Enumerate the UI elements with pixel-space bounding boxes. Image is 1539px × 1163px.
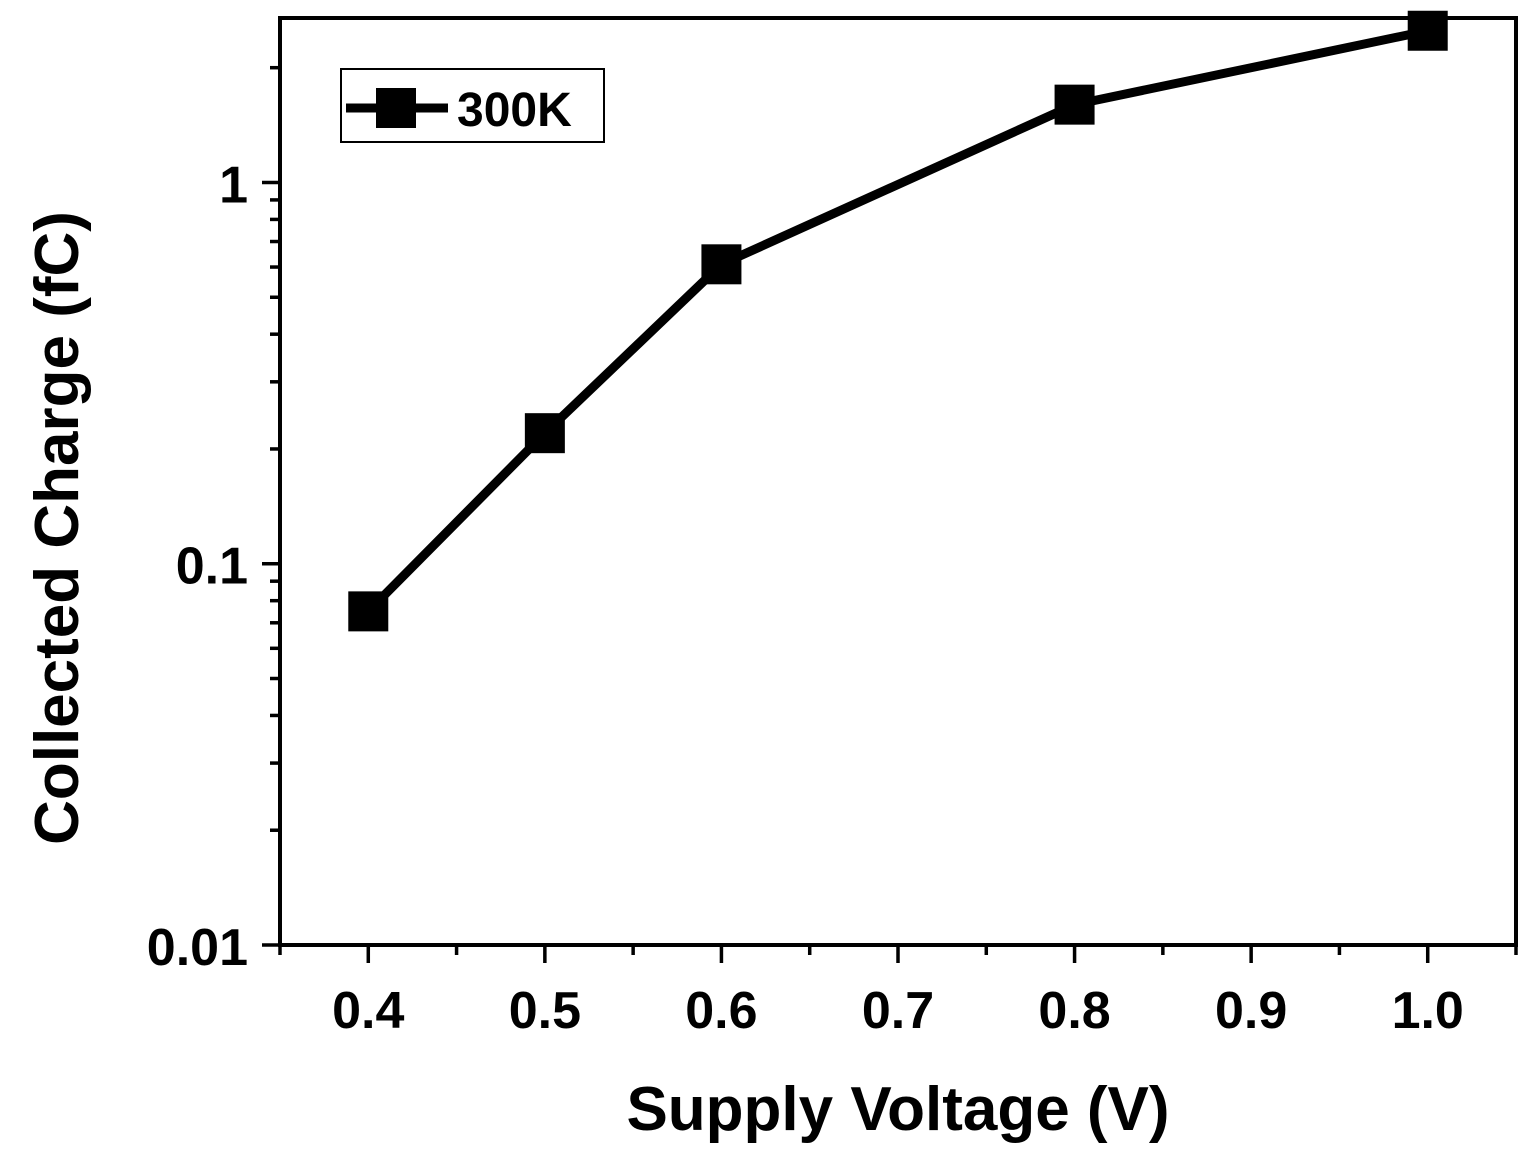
- x-axis-title: Supply Voltage (V): [626, 1075, 1169, 1144]
- x-tick-label: 0.4: [332, 982, 404, 1040]
- legend: 300K: [340, 68, 605, 143]
- legend-marker: [376, 88, 416, 128]
- x-tick-label: 0.6: [685, 982, 757, 1040]
- data-point-300k: [524, 413, 565, 454]
- legend-label-300k: 300K: [457, 84, 572, 137]
- y-tick-label: 0.1: [176, 538, 248, 596]
- x-tick-label: 1.0: [1392, 982, 1464, 1040]
- y-axis-title: Collected Charge (fC): [23, 211, 92, 845]
- ticks: 0.4 0.5 0.6 0.7 0.8 0.9 1.0 0.01 0.1 1: [147, 65, 1518, 1040]
- y-tick-label: 0.01: [147, 919, 248, 977]
- x-tick-label: 0.9: [1215, 982, 1287, 1040]
- axes: [278, 16, 1518, 947]
- data-point-300k: [348, 591, 389, 632]
- series-300k: [348, 10, 1448, 632]
- x-tick-label: 0.7: [862, 982, 934, 1040]
- plot-frame: [278, 16, 1518, 947]
- x-tick-label: 0.8: [1038, 982, 1110, 1040]
- data-point-300k: [701, 244, 742, 285]
- legend-box: [340, 68, 605, 143]
- x-tick-label: 0.5: [509, 982, 581, 1040]
- data-point-300k: [1407, 10, 1448, 51]
- y-tick-label: 1: [219, 156, 248, 214]
- data-point-300k: [1054, 84, 1095, 125]
